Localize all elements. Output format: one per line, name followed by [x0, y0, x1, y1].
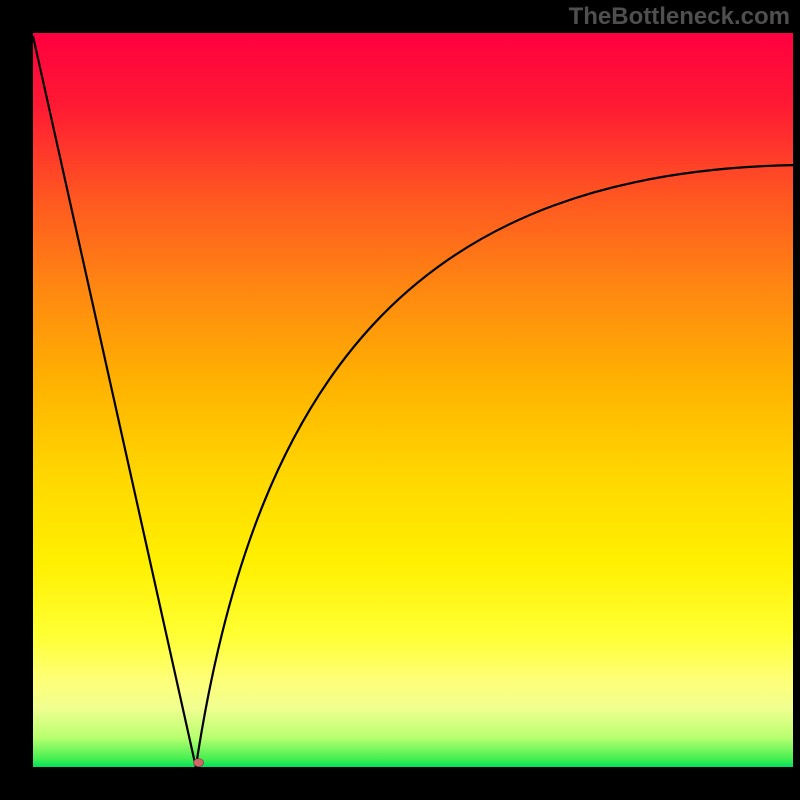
watermark-text: TheBottleneck.com — [569, 3, 790, 30]
optimal-point-marker — [194, 759, 204, 767]
bottleneck-chart: TheBottleneck.com — [0, 0, 800, 800]
plot-background-gradient — [33, 33, 793, 767]
